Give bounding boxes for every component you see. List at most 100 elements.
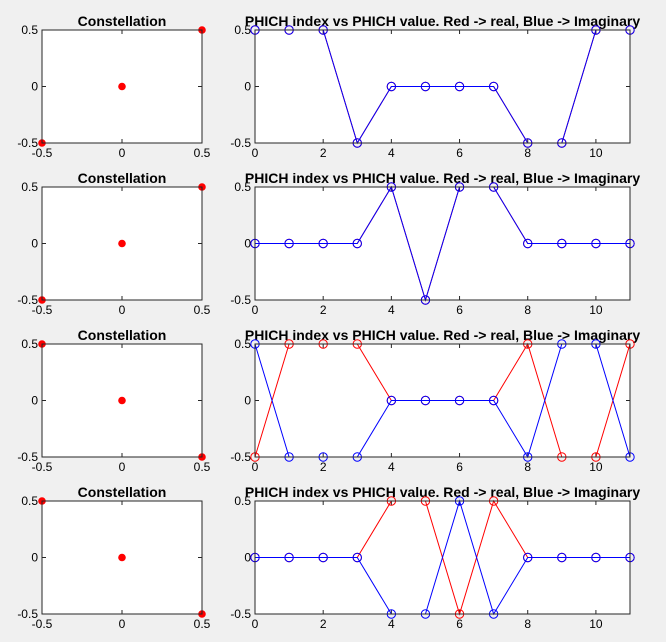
imag-series-marker bbox=[523, 552, 533, 563]
y-tick-label: 0.5 bbox=[234, 23, 251, 37]
y-tick-label: 0 bbox=[244, 551, 251, 565]
x-tick-label: -0.5 bbox=[32, 303, 53, 317]
y-tick-label: 0 bbox=[31, 551, 38, 565]
axes-frame bbox=[41, 343, 203, 458]
x-tick-label: 0 bbox=[252, 460, 259, 474]
x-tick-label: -0.5 bbox=[32, 460, 53, 474]
phich-axes: PHICH index vs PHICH value. Red -> real,… bbox=[230, 327, 640, 474]
x-tick-label: 6 bbox=[456, 617, 463, 631]
x-tick-label: 0.5 bbox=[194, 146, 211, 160]
x-tick-label: 10 bbox=[589, 460, 603, 474]
y-tick-label: 0.5 bbox=[21, 494, 38, 508]
y-tick-label: 0.5 bbox=[21, 337, 38, 351]
imag-series-marker bbox=[557, 238, 567, 249]
phich-axes: PHICH index vs PHICH value. Red -> real,… bbox=[230, 13, 640, 160]
x-tick-label: 4 bbox=[388, 303, 395, 317]
x-tick-label: -0.5 bbox=[32, 617, 53, 631]
constellation-point bbox=[118, 239, 126, 248]
y-tick-label: 0.5 bbox=[234, 180, 251, 194]
imag-series-marker bbox=[488, 395, 499, 406]
x-tick-label: 4 bbox=[388, 617, 395, 631]
y-tick-label: -0.5 bbox=[230, 450, 251, 464]
imag-series-marker bbox=[523, 238, 533, 249]
x-tick-label: 0.5 bbox=[194, 303, 211, 317]
imag-series-marker bbox=[454, 81, 465, 92]
y-tick-label: -0.5 bbox=[17, 450, 38, 464]
y-tick-label: -0.5 bbox=[17, 136, 38, 150]
y-tick-label: 0 bbox=[31, 394, 38, 408]
y-tick-label: 0.5 bbox=[21, 23, 38, 37]
y-tick-label: 0 bbox=[244, 394, 251, 408]
constellation-axes: Constellation -0.5 0 0.5 -0.5 0 0.5 bbox=[17, 13, 210, 160]
axes-frame bbox=[41, 186, 203, 301]
chart-title: Constellation bbox=[78, 484, 167, 500]
imag-series-marker bbox=[352, 552, 362, 563]
x-tick-label: 10 bbox=[589, 617, 603, 631]
chart-title: PHICH index vs PHICH value. Red -> real,… bbox=[245, 13, 640, 29]
imag-series-marker bbox=[557, 552, 567, 563]
imag-series-marker bbox=[420, 81, 431, 92]
phich-axes: PHICH index vs PHICH value. Red -> real,… bbox=[230, 170, 640, 317]
axes-frame bbox=[254, 29, 631, 144]
x-tick-label: 2 bbox=[320, 460, 327, 474]
imag-series-marker bbox=[488, 81, 499, 92]
x-tick-label: 0 bbox=[119, 146, 126, 160]
y-tick-label: -0.5 bbox=[230, 293, 251, 307]
axes-frame bbox=[41, 29, 203, 144]
constellation-point bbox=[118, 553, 126, 562]
imag-series-marker bbox=[352, 238, 362, 249]
y-tick-label: -0.5 bbox=[230, 136, 251, 150]
imag-series-marker bbox=[591, 238, 601, 249]
constellation-axes: Constellation -0.5 0 0.5 -0.5 0 0.5 bbox=[17, 170, 210, 317]
x-tick-label: 2 bbox=[320, 303, 327, 317]
y-tick-label: 0 bbox=[244, 80, 251, 94]
x-tick-label: 6 bbox=[456, 460, 463, 474]
axes-frame bbox=[254, 186, 631, 301]
x-tick-label: 8 bbox=[524, 460, 531, 474]
x-tick-label: 6 bbox=[456, 146, 463, 160]
imag-series-marker bbox=[454, 395, 465, 406]
x-tick-label: 0.5 bbox=[194, 617, 211, 631]
imag-series-marker bbox=[318, 552, 328, 563]
x-tick-label: 2 bbox=[320, 617, 327, 631]
y-tick-label: 0.5 bbox=[21, 180, 38, 194]
x-tick-label: -0.5 bbox=[32, 146, 53, 160]
chart-title: Constellation bbox=[78, 170, 167, 186]
y-tick-label: -0.5 bbox=[230, 607, 251, 621]
imag-series-marker bbox=[591, 552, 601, 563]
imag-series-marker bbox=[284, 238, 294, 249]
y-tick-label: -0.5 bbox=[17, 293, 38, 307]
constellation-axes: Constellation -0.5 0 0.5 -0.5 0 0.5 bbox=[17, 484, 210, 631]
y-tick-label: -0.5 bbox=[17, 607, 38, 621]
imag-series-marker bbox=[284, 552, 294, 563]
x-tick-label: 10 bbox=[589, 146, 603, 160]
imag-series-line bbox=[255, 499, 630, 616]
imag-series-line bbox=[255, 185, 630, 302]
x-tick-label: 8 bbox=[524, 617, 531, 631]
x-tick-label: 0 bbox=[119, 617, 126, 631]
constellation-point bbox=[118, 82, 126, 91]
axes-frame bbox=[254, 500, 631, 615]
chart-title: PHICH index vs PHICH value. Red -> real,… bbox=[245, 484, 640, 500]
chart-title: PHICH index vs PHICH value. Red -> real,… bbox=[245, 327, 640, 343]
y-tick-label: 0 bbox=[244, 237, 251, 251]
axes-frame bbox=[254, 343, 631, 458]
x-tick-label: 0.5 bbox=[194, 460, 211, 474]
x-tick-label: 0 bbox=[119, 460, 126, 474]
x-tick-label: 0 bbox=[252, 146, 259, 160]
x-tick-label: 8 bbox=[524, 146, 531, 160]
x-tick-label: 2 bbox=[320, 146, 327, 160]
y-tick-label: 0.5 bbox=[234, 337, 251, 351]
imag-series-marker bbox=[386, 81, 397, 92]
y-tick-label: 0 bbox=[31, 237, 38, 251]
y-tick-label: 0 bbox=[31, 80, 38, 94]
x-tick-label: 0 bbox=[252, 303, 259, 317]
x-tick-label: 4 bbox=[388, 460, 395, 474]
x-tick-label: 10 bbox=[589, 303, 603, 317]
imag-series-marker bbox=[386, 395, 397, 406]
chart-title: Constellation bbox=[78, 13, 167, 29]
imag-series-marker bbox=[420, 395, 431, 406]
x-tick-label: 8 bbox=[524, 303, 531, 317]
phich-axes: PHICH index vs PHICH value. Red -> real,… bbox=[230, 484, 640, 631]
